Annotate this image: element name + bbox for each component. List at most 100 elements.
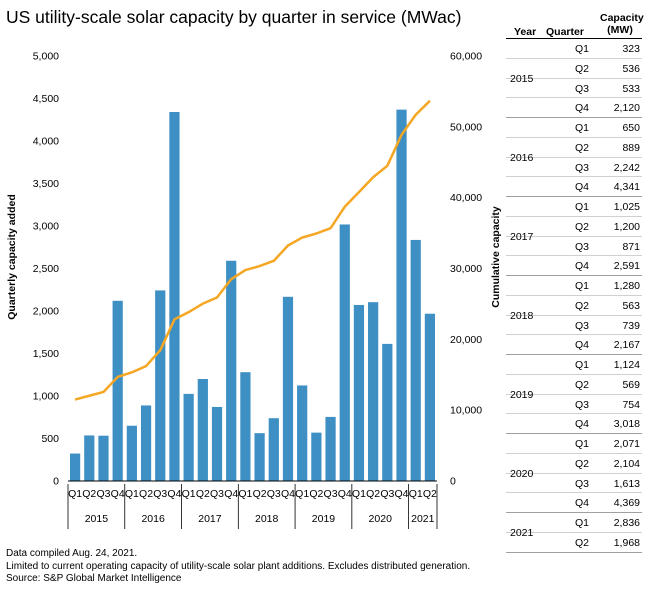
x-tick-label: Q3 — [210, 488, 224, 500]
table-cell-quarter: Q4 — [574, 260, 589, 273]
table-cell-quarter: Q3 — [574, 161, 589, 174]
table-row: Q4 2,120 — [506, 98, 642, 118]
bar-3 — [112, 300, 123, 481]
table-cell-capacity: 4,341 — [613, 181, 640, 194]
table-cell-capacity: 4,369 — [613, 497, 640, 510]
table-cell-quarter: Q2 — [574, 220, 589, 233]
table-row: Q1 1,025 — [506, 197, 642, 217]
y-right-tick-label: 10,000 — [450, 405, 482, 417]
bar-15 — [282, 296, 294, 481]
table-row: Q2 1,200 — [506, 217, 642, 237]
table-row: Q4 2,591 — [506, 256, 642, 276]
x-tick-label: Q3 — [153, 488, 167, 500]
table-cell-quarter: Q4 — [574, 497, 589, 510]
table-row: Q1 2,071 — [506, 434, 642, 454]
table-cell-quarter: Q3 — [574, 240, 589, 253]
table-row: Q2 563 — [506, 296, 642, 316]
chart-area: 0 500 1,000 1,500 2,000 2,500 3,000 3,500 4,000 4… — [6, 51, 502, 529]
x-tick-label: Q2 — [366, 488, 380, 500]
y-left-tick-label: 1,500 — [33, 348, 59, 360]
footnote-date: Data compiled Aug. 24, 2021. — [6, 548, 138, 559]
table-cell-capacity: 563 — [622, 299, 640, 312]
y-right-tick-label: 40,000 — [450, 192, 482, 204]
table-header: Year Quarter Capacity (MW) — [506, 10, 644, 39]
table-cell-year: 2020 — [510, 467, 534, 480]
table-cell-quarter: Q3 — [574, 82, 589, 95]
x-year-label: 2019 — [312, 513, 336, 525]
bar-16 — [297, 385, 308, 481]
y-left-tick-label: 0 — [53, 476, 59, 488]
x-year-label: 2021 — [411, 513, 435, 525]
y-right-tick-label: 0 — [450, 476, 456, 488]
y-right-tick-label: 60,000 — [450, 51, 482, 63]
bar-8 — [183, 393, 194, 481]
x-year-label: 2017 — [198, 513, 222, 525]
x-tick-label: Q3 — [324, 488, 338, 500]
x-tick-label: Q4 — [281, 488, 295, 500]
table-row: Q4 4,341 — [506, 177, 642, 197]
table-cell-quarter: Q1 — [574, 359, 589, 371]
table-cell-capacity: 323 — [622, 43, 640, 55]
y-left-tick-label: 3,500 — [33, 178, 59, 190]
table-row: Q2 569 — [506, 375, 642, 395]
y-right-tick-label: 50,000 — [450, 121, 482, 133]
x-year-label: 2015 — [85, 513, 109, 525]
y-left-tick-label: 500 — [41, 433, 59, 445]
header-capacity: Capacity (MW) — [600, 12, 644, 36]
table-cell-capacity: 650 — [622, 122, 640, 134]
table-year-group: Q1 2,071 Q2 2,104 Q3 1,613 Q4 4,369 2020 — [506, 434, 642, 513]
table-row: Q1 2,836 — [506, 513, 642, 533]
x-tick-label: Q4 — [338, 488, 352, 500]
x-tick-label: Q1 — [295, 488, 309, 500]
footnote-source: Source: S&P Global Market Intelligence — [6, 573, 182, 584]
bar-7 — [169, 112, 180, 481]
bar-12 — [240, 372, 251, 481]
table-cell-quarter: Q4 — [574, 102, 589, 115]
table-cell-year: 2021 — [510, 526, 534, 539]
table-cell-capacity: 569 — [622, 378, 640, 391]
bar-19 — [339, 224, 350, 481]
x-tick-label: Q3 — [267, 488, 281, 500]
y-left-tick-label: 4,500 — [33, 93, 59, 105]
chart-axes: 0 500 1,000 1,500 2,000 2,500 3,000 3,500 4,000 4… — [33, 51, 482, 529]
bar-6 — [155, 290, 166, 481]
table-cell-year: 2019 — [510, 388, 534, 401]
table-cell-quarter: Q4 — [574, 339, 589, 352]
header-quarter: Quarter — [546, 26, 584, 38]
table-row: Q4 3,018 — [506, 414, 642, 434]
x-tick-label: Q4 — [395, 488, 409, 500]
x-tick-label: Q1 — [68, 488, 82, 500]
table-row: Q1 1,280 — [506, 276, 642, 296]
x-tick-label: Q4 — [224, 488, 238, 500]
table-cell-quarter: Q4 — [574, 181, 589, 194]
footnote-scope: Limited to current operating capacity of… — [6, 560, 471, 572]
table-row: Q3 533 — [506, 79, 642, 99]
table-year-group: Q1 2,836 Q2 1,968 2021 — [506, 513, 642, 553]
x-tick-label: Q1 — [352, 488, 366, 500]
table-cell-quarter: Q2 — [574, 457, 589, 470]
table-row: Q4 4,369 — [506, 493, 642, 513]
table-year-group: Q1 323 Q2 536 Q3 533 Q4 2,120 2015 — [506, 39, 642, 118]
table-year-group: Q1 1,280 Q2 563 Q3 739 Q4 2,167 2018 — [506, 276, 642, 355]
table-cell-capacity: 1,025 — [613, 201, 640, 213]
table-cell-quarter: Q3 — [574, 319, 589, 332]
table-cell-capacity: 754 — [622, 398, 640, 411]
table-cell-quarter: Q2 — [574, 536, 589, 549]
bar-17 — [311, 432, 322, 481]
bar-4 — [126, 425, 137, 481]
table-cell-capacity: 2,591 — [613, 260, 640, 273]
header-year: Year — [514, 26, 537, 38]
y-left-tick-label: 2,000 — [33, 306, 59, 318]
table-row: Q2 536 — [506, 59, 642, 79]
y-left-tick-label: 5,000 — [33, 51, 59, 63]
table-row: Q3 1,613 — [506, 474, 642, 494]
table-cell-capacity: 1,200 — [613, 220, 640, 233]
cumulative-line — [74, 99, 431, 401]
table-cell-capacity: 1,613 — [613, 477, 640, 490]
table-cell-capacity: 3,018 — [613, 418, 640, 431]
table-row: Q3 2,242 — [506, 158, 642, 178]
bar-11 — [226, 260, 237, 481]
x-tick-label: Q2 — [82, 488, 96, 500]
table-cell-capacity: 871 — [622, 240, 640, 253]
x-tick-label: Q1 — [409, 488, 423, 500]
